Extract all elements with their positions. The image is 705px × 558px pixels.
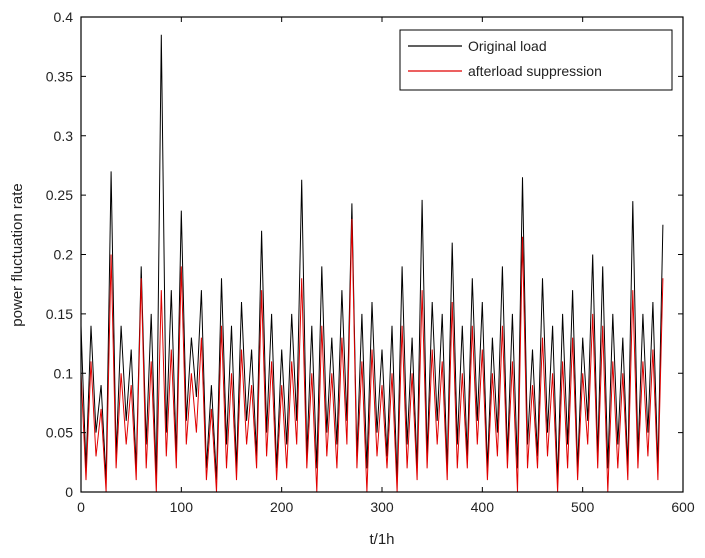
y-tick-label: 0 xyxy=(65,484,73,500)
x-tick-label: 0 xyxy=(77,499,85,515)
y-tick-label: 0.05 xyxy=(46,425,73,441)
series-layer xyxy=(80,34,664,493)
legend-box xyxy=(399,29,673,91)
series-line-0 xyxy=(80,34,664,481)
x-tick-label: 600 xyxy=(671,499,695,515)
legend-label-original-load: Original load xyxy=(468,38,547,54)
y-tick-label: 0.25 xyxy=(46,187,73,203)
y-axis-label: power fluctuation rate xyxy=(9,183,26,326)
x-tick-label: 100 xyxy=(170,499,194,515)
y-tick-label: 0.35 xyxy=(46,68,73,84)
x-tick-label: 500 xyxy=(571,499,595,515)
x-tick-label: 300 xyxy=(370,499,394,515)
y-tick-label: 0.2 xyxy=(54,247,74,263)
y-tick-label: 0.1 xyxy=(54,365,74,381)
x-axis-label: t/1h xyxy=(369,531,394,548)
legend: Original load afterload suppression xyxy=(399,29,673,91)
axis-ticks: 0 100 200 300 400 500 600 0 0.05 0.1 0.15 0.2 0.25 0.… xyxy=(46,9,695,515)
series-line-1 xyxy=(80,218,664,493)
y-tick-label: 0.3 xyxy=(54,128,74,144)
y-tick-label: 0.4 xyxy=(54,9,74,25)
y-tick-label: 0.15 xyxy=(46,306,73,322)
legend-label-afterload-suppression: afterload suppression xyxy=(468,63,602,79)
x-tick-label: 200 xyxy=(270,499,294,515)
x-tick-label: 400 xyxy=(471,499,495,515)
